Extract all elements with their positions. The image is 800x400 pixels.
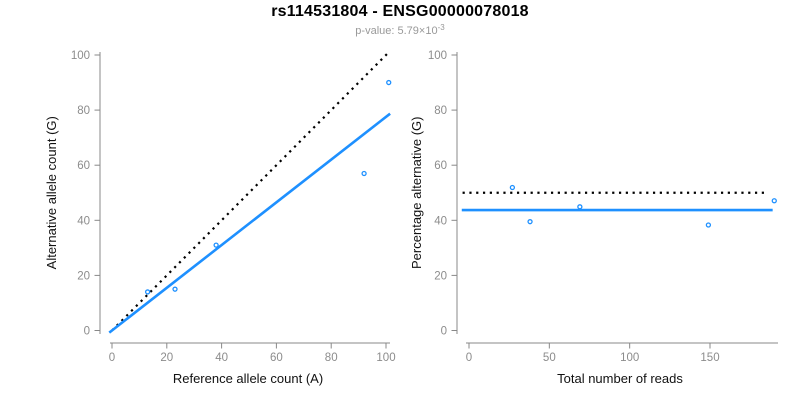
y-tick-label: 40 [77, 215, 90, 227]
y-tick-label: 80 [434, 105, 447, 117]
data-point [509, 184, 516, 191]
x-tick-label: 100 [376, 352, 395, 364]
data-point [577, 204, 583, 210]
identity-line [111, 52, 389, 332]
x-tick-label: 0 [109, 352, 115, 364]
chart-title: rs114531804 - ENSG00000078018 [271, 3, 529, 20]
x-tick-label: 0 [466, 352, 472, 364]
data-point [144, 289, 151, 295]
y-axis-title: Percentage alternative (G) [409, 117, 424, 269]
x-tick-label: 150 [700, 352, 719, 364]
x-tick-label: 100 [620, 352, 639, 364]
y-axis-title: Alternative allele count (G) [44, 116, 59, 269]
percentage-vs-reads-scatter: 0 50 100 150 Total number of reads 0 20 40 60 80 1… [409, 50, 778, 386]
data-point [213, 242, 219, 248]
y-tick-label: 60 [434, 160, 447, 172]
x-tick-label: 20 [160, 352, 173, 364]
y-tick-label: 60 [77, 160, 90, 172]
y-tick-label: 40 [434, 215, 447, 227]
data-point [527, 219, 533, 225]
plot-header: rs114531804 - ENSG00000078018 p-value: 5… [0, 3, 800, 38]
x-tick-label: 60 [270, 352, 283, 364]
x-axis-title: Total number of reads [557, 371, 683, 386]
chart-subtitle: p-value: 5.79×10-3 [0, 23, 800, 38]
y-tick-label: 100 [428, 50, 447, 62]
y-tick-label: 0 [84, 326, 90, 338]
pvalue-exponent: -3 [437, 23, 445, 33]
y-tick-label: 20 [77, 270, 90, 282]
regression-line [108, 112, 391, 334]
data-point [705, 222, 712, 228]
x-tick-label: 80 [325, 352, 338, 364]
data-point [771, 198, 777, 204]
x-tick-label: 50 [543, 352, 556, 364]
y-tick-label: 20 [434, 270, 447, 282]
x-axis-title: Reference allele count (A) [173, 371, 323, 386]
data-point [361, 170, 367, 177]
pvalue-text: p-value: 5.79×10 [355, 25, 438, 38]
allele-counts-scatter: 0 20 40 60 80 100 Reference allele count (A) 0 2… [44, 50, 396, 386]
x-tick-label: 40 [215, 352, 228, 364]
y-tick-label: 80 [77, 105, 90, 117]
y-tick-label: 0 [441, 326, 447, 338]
y-tick-label: 100 [71, 50, 90, 62]
data-point [172, 286, 178, 292]
data-point [386, 79, 392, 86]
